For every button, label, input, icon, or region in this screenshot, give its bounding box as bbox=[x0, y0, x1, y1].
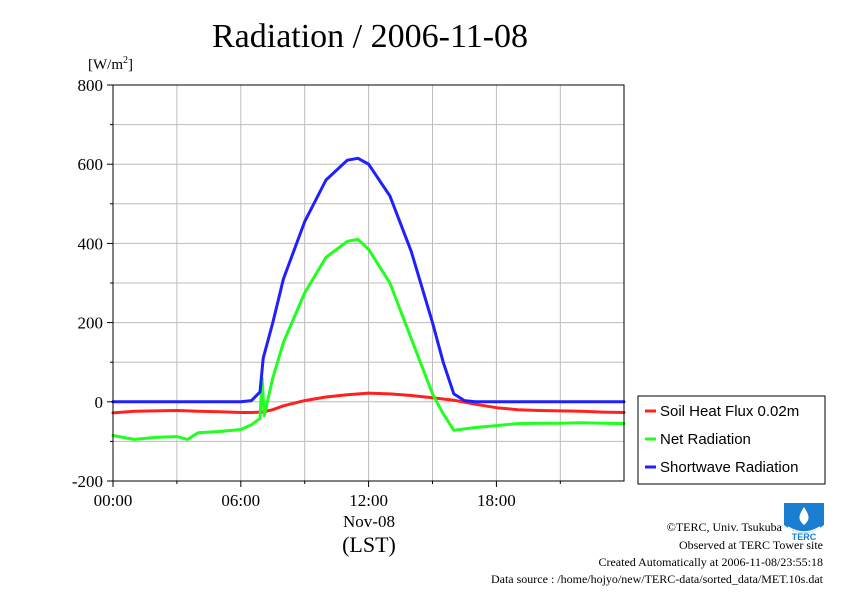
y-unit-superscript: 2 bbox=[123, 55, 128, 66]
grid-lines bbox=[112, 84, 624, 482]
x-tick-label: 18:00 bbox=[477, 491, 516, 510]
x-tick-label: 12:00 bbox=[349, 491, 388, 510]
series-line-net-radiation bbox=[111, 237, 626, 441]
y-tick-label: 400 bbox=[78, 234, 104, 253]
x-tick-label: 00:00 bbox=[94, 491, 133, 510]
terc-logo-icon: TERC bbox=[784, 503, 824, 542]
y-tick-label: -200 bbox=[72, 472, 103, 491]
credit-data-source: Data source : /home/hojyo/new/TERC-data/… bbox=[491, 572, 824, 586]
x-axis-ticks: 00:00 06:00 12:00 18:00 bbox=[94, 481, 561, 510]
series-line-soil-heat-flux-0-02m bbox=[111, 391, 626, 415]
legend-label: Net Radiation bbox=[660, 431, 751, 448]
legend-box bbox=[637, 395, 826, 485]
legend-items: Soil Heat Flux 0.02m Net Radiation Shortwa… bbox=[645, 403, 799, 476]
legend: Soil Heat Flux 0.02m Net Radiation Shortwa… bbox=[637, 395, 826, 485]
y-tick-label: 0 bbox=[95, 393, 104, 412]
credit-created: Created Automatically at 2006-11-08/23:5… bbox=[598, 555, 823, 569]
series-line-shortwave-radiation bbox=[111, 156, 626, 404]
x-axis-title: (LST) bbox=[342, 532, 396, 557]
y-axis-unit-label: [W/m2] bbox=[88, 55, 133, 73]
y-axis-ticks: 800 600 400 200 0 -200 bbox=[72, 76, 113, 491]
legend-label: Soil Heat Flux 0.02m bbox=[660, 403, 799, 420]
legend-label: Shortwave Radiation bbox=[660, 459, 798, 476]
y-tick-label: 800 bbox=[78, 76, 104, 95]
x-axis-date-label: Nov-08 bbox=[343, 512, 395, 531]
credit-copyright: ©TERC, Univ. Tsukuba bbox=[667, 520, 783, 534]
series-lines bbox=[111, 156, 626, 441]
y-unit-close: ] bbox=[128, 57, 133, 73]
logo-text: TERC bbox=[792, 532, 817, 542]
y-unit-text: [W/m bbox=[88, 57, 123, 73]
y-tick-label: 600 bbox=[78, 155, 104, 174]
chart-title: Radiation / 2006-11-08 bbox=[212, 18, 528, 55]
credit-observed: Observed at TERC Tower site bbox=[679, 538, 823, 552]
y-tick-label: 200 bbox=[78, 314, 104, 333]
x-tick-label: 06:00 bbox=[221, 491, 260, 510]
